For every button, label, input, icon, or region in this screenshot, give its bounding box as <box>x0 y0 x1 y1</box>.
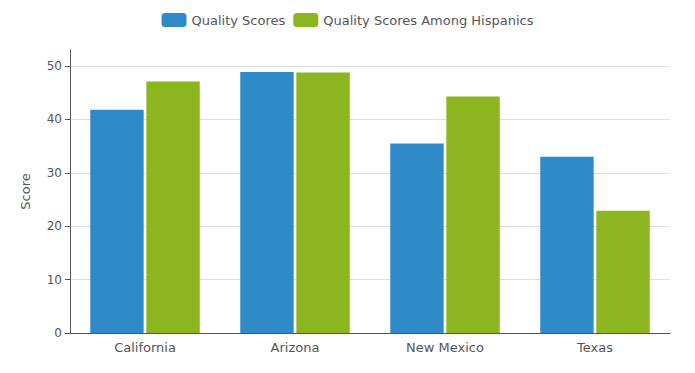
svg-text:30: 30 <box>47 166 62 180</box>
svg-text:40: 40 <box>47 112 62 126</box>
svg-text:50: 50 <box>47 59 62 73</box>
svg-text:Score: Score <box>18 173 33 209</box>
svg-text:Quality Scores: Quality Scores <box>192 13 286 28</box>
svg-text:Texas: Texas <box>576 340 613 355</box>
svg-text:Arizona: Arizona <box>271 340 320 355</box>
svg-text:0: 0 <box>54 326 62 340</box>
svg-text:New Mexico: New Mexico <box>406 340 484 355</box>
svg-text:California: California <box>114 340 176 355</box>
svg-text:10: 10 <box>47 273 62 287</box>
svg-text:Quality Scores Among Hispanics: Quality Scores Among Hispanics <box>323 13 533 28</box>
svg-text:20: 20 <box>47 219 62 233</box>
